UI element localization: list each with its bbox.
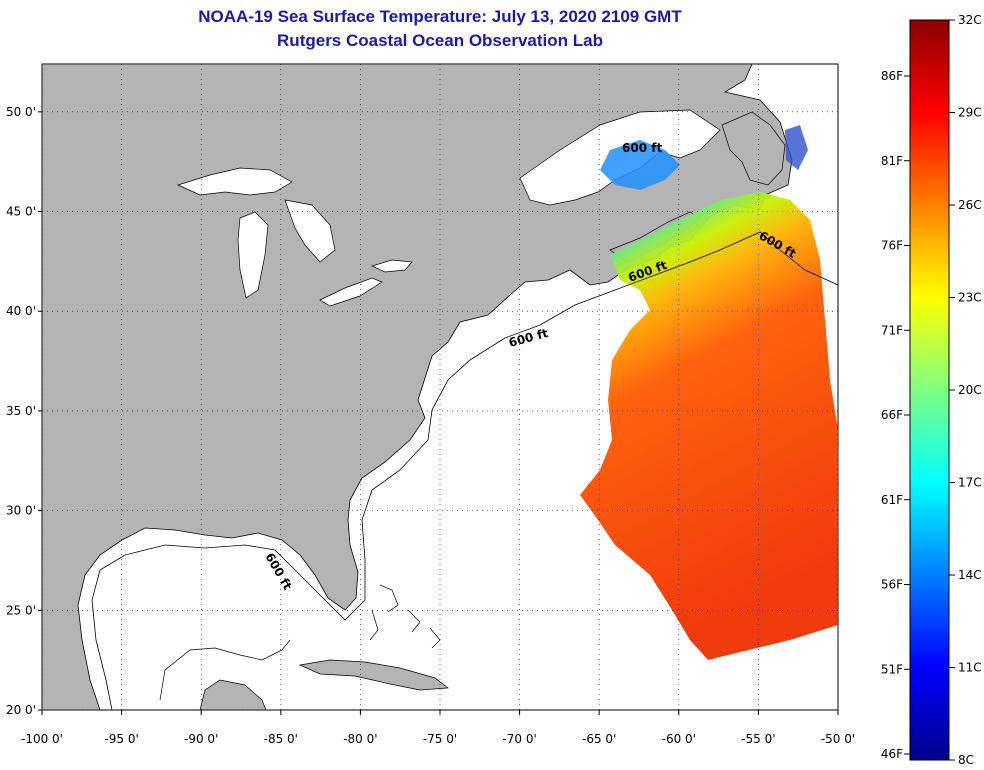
longitude-labels: -100 0' -95 0' -90 0' -85 0' -80 0' -75 0' -70… [21,732,855,746]
lon-label: -55 0' [741,732,775,746]
map-title: NOAA-19 Sea Surface Temperature: July 13… [198,7,682,26]
celsius-label: 14C [958,568,982,582]
fahrenheit-label: 61F [881,493,903,507]
shelf-contour-gulf [159,639,291,701]
land-yucatan [199,679,267,710]
celsius-label: 29C [958,106,982,120]
latitude-labels: 50 0' 45 0' 40 0' 35 0' 30 0' 25 0' 20 0' [6,105,36,717]
lon-label: -50 0' [821,732,855,746]
land-bahamas [369,584,441,649]
celsius-label: 26C [958,198,982,212]
celsius-label: 23C [958,291,982,305]
lat-label: 50 0' [6,105,36,119]
land-newfoundland [721,111,786,186]
isobath-contour [91,231,838,710]
fahrenheit-label: 46F [881,747,903,761]
colorbar-labels: 32C 29C 26C 23C 20C 17C 14C 11C 8C 86F 81F 76F 71F 66… [881,13,982,767]
celsius-label: 8C [958,753,974,767]
lake-superior [177,167,293,196]
fahrenheit-label: 56F [881,578,903,592]
lon-label: -90 0' [184,732,218,746]
fahrenheit-label: 86F [881,69,903,83]
lon-label: -60 0' [662,732,696,746]
lake-erie [319,277,383,307]
land-cuba [298,659,449,691]
lon-label: -100 0' [21,732,63,746]
fahrenheit-label: 76F [881,239,903,253]
sst-coverage-nf [785,125,808,170]
lon-label: -65 0' [582,732,616,746]
colorbar [909,19,950,761]
celsius-label: 20C [958,383,982,397]
fahrenheit-label: 51F [881,662,903,676]
lat-label: 25 0' [6,603,36,617]
celsius-label: 17C [958,476,982,490]
fahrenheit-label: 66F [881,408,903,422]
lon-label: -75 0' [423,732,457,746]
isobath-label: 600 ft [622,141,662,155]
graticule [38,64,839,715]
fahrenheit-label: 71F [881,323,903,337]
lat-label: 35 0' [6,404,36,418]
lon-label: -85 0' [264,732,298,746]
sst-coverage-north [600,140,680,190]
sst-coverage [580,192,838,660]
lat-label: 20 0' [6,703,36,717]
lake-ontario [371,259,413,273]
lon-label: -70 0' [502,732,536,746]
fahrenheit-label: 81F [881,154,903,168]
lake-huron [284,199,336,263]
lat-label: 45 0' [6,205,36,219]
lon-label: -95 0' [104,732,138,746]
lon-label: -80 0' [343,732,377,746]
map-subtitle: Rutgers Coastal Ocean Observation Lab [277,31,603,50]
lake-michigan [237,211,269,299]
lat-label: 40 0' [6,304,36,318]
celsius-label: 32C [958,13,982,27]
lat-label: 30 0' [6,504,36,518]
celsius-label: 11C [958,661,982,675]
